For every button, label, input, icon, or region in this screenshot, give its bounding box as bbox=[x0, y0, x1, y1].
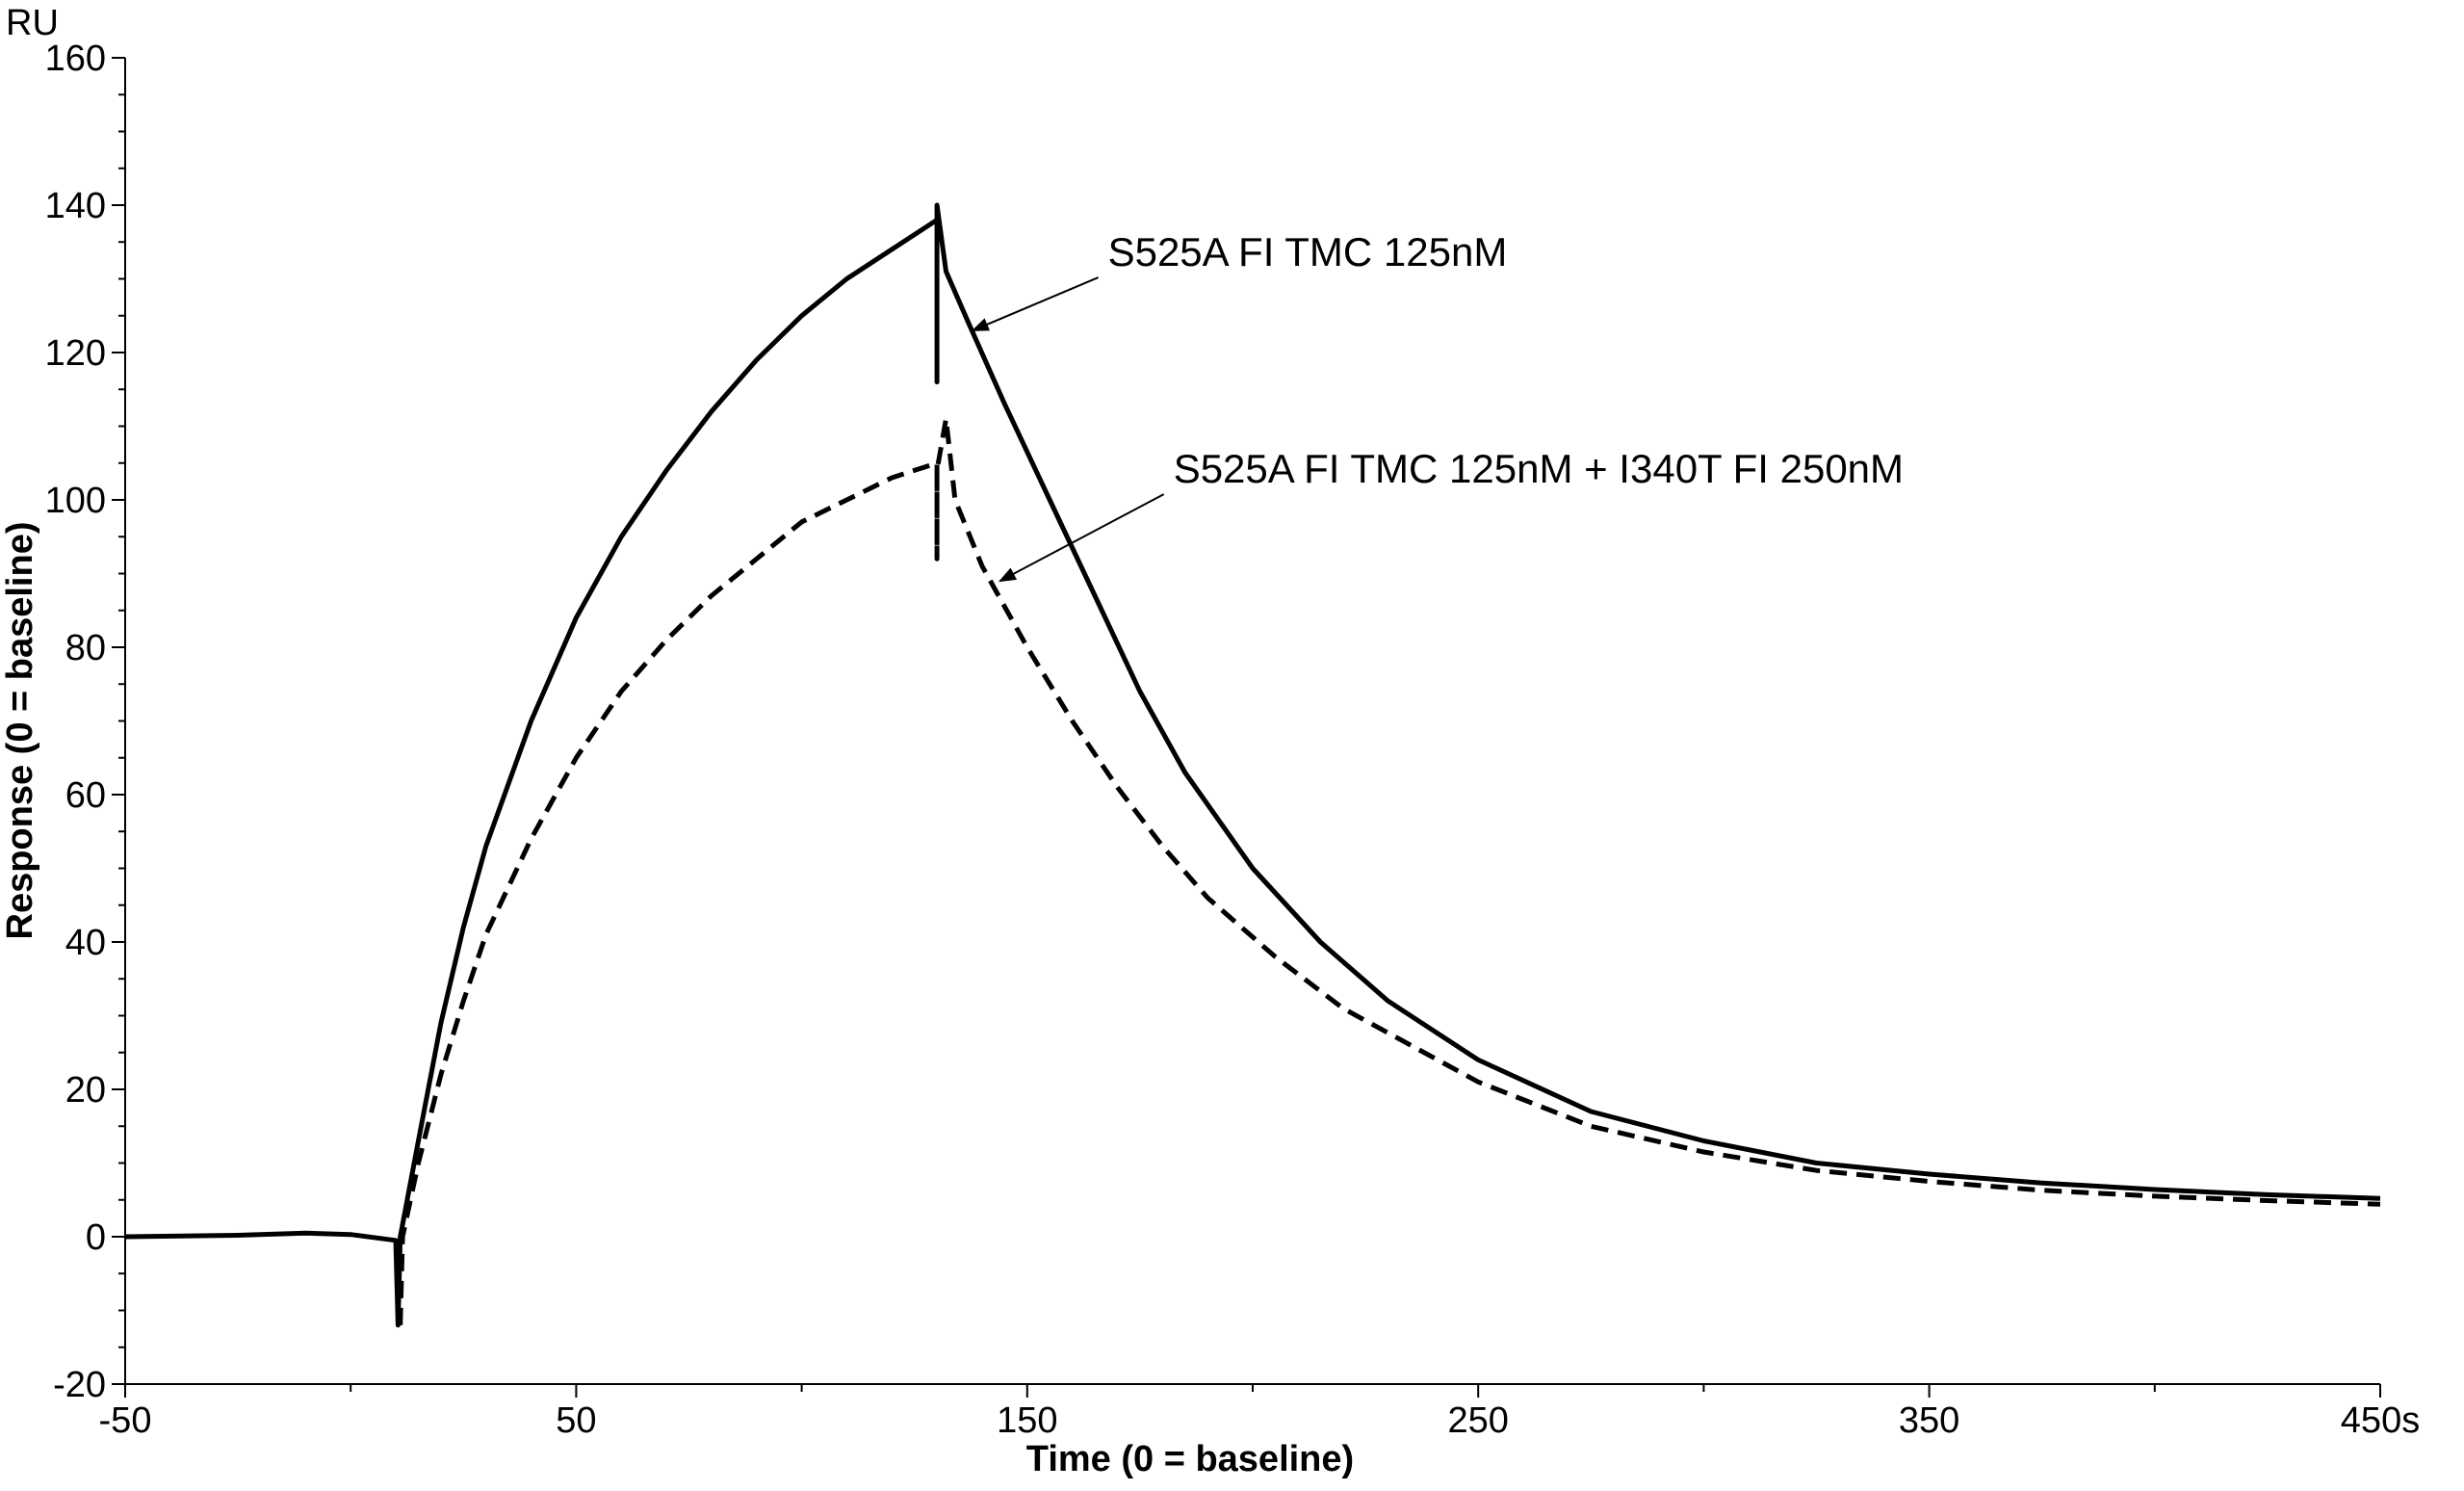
annotation-label: S525A FI TMC 125nM + I340T FI 250nM bbox=[1174, 446, 1904, 491]
x-tick-label: 450s bbox=[2341, 1400, 2420, 1441]
y-tick-label: 40 bbox=[65, 923, 106, 963]
y-tick-label: 100 bbox=[45, 481, 106, 521]
axes: -20 0 20 40 60 80 100 120 140 160 -50 50 150 250 350 4… bbox=[45, 39, 2421, 1441]
x-tick-label: 150 bbox=[997, 1400, 1057, 1441]
y-ticks: -20 0 20 40 60 80 100 120 140 160 bbox=[45, 39, 125, 1405]
x-axis-title: Time (0 = baseline) bbox=[1026, 1439, 1354, 1479]
y-tick-label: 160 bbox=[45, 39, 106, 79]
y-tick-label: 20 bbox=[65, 1070, 106, 1111]
x-tick-label: 250 bbox=[1447, 1400, 1508, 1441]
x-ticks: -50 50 150 250 350 450s bbox=[99, 1384, 2420, 1441]
y-tick-label: 120 bbox=[45, 333, 106, 374]
series-line-dashed bbox=[398, 416, 2381, 1325]
y-tick-label: 80 bbox=[65, 628, 106, 668]
x-tick-label: 350 bbox=[1899, 1400, 1959, 1441]
series-layer bbox=[124, 202, 2381, 1328]
y-tick-label: -20 bbox=[53, 1365, 106, 1405]
x-tick-label: 50 bbox=[556, 1400, 596, 1441]
y-axis-title: Response (0 = baseline) bbox=[0, 522, 40, 940]
y-tick-label: 140 bbox=[45, 186, 106, 226]
y-tick-label: 60 bbox=[65, 775, 106, 816]
annotation-arrow bbox=[971, 276, 1099, 331]
annotation-arrow bbox=[998, 493, 1165, 583]
x-tick-label: -50 bbox=[99, 1400, 152, 1441]
y-tick-label: 0 bbox=[86, 1217, 106, 1258]
annotation-label: S525A FI TMC 125nM bbox=[1108, 229, 1508, 275]
y-unit-label: RU bbox=[6, 3, 59, 43]
annotations: S525A FI TMC 125nM S525A FI TMC 125nM + I… bbox=[971, 229, 1904, 583]
series-line-solid bbox=[124, 202, 2381, 1328]
